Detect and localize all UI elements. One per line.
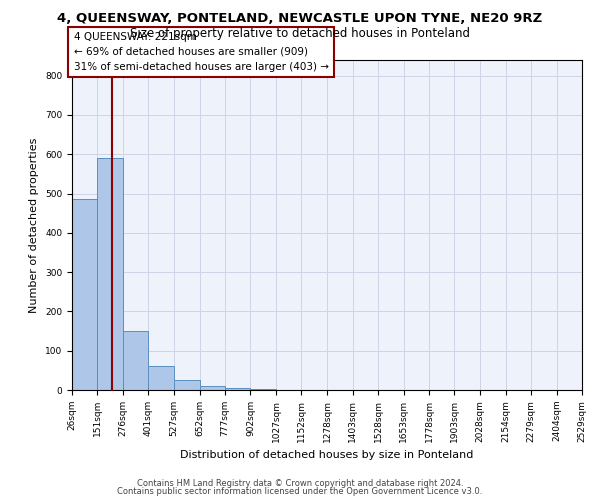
Text: 4, QUEENSWAY, PONTELAND, NEWCASTLE UPON TYNE, NE20 9RZ: 4, QUEENSWAY, PONTELAND, NEWCASTLE UPON … xyxy=(58,12,542,26)
X-axis label: Distribution of detached houses by size in Ponteland: Distribution of detached houses by size … xyxy=(181,450,473,460)
Bar xyxy=(250,389,276,390)
Bar xyxy=(123,331,148,390)
Text: Contains HM Land Registry data © Crown copyright and database right 2024.: Contains HM Land Registry data © Crown c… xyxy=(137,478,463,488)
Bar xyxy=(97,158,123,390)
Bar xyxy=(174,380,200,390)
Text: Size of property relative to detached houses in Ponteland: Size of property relative to detached ho… xyxy=(130,28,470,40)
Bar xyxy=(200,386,225,390)
Bar xyxy=(148,366,174,390)
Bar xyxy=(225,388,250,390)
Text: 4 QUEENSWAY: 221sqm
← 69% of detached houses are smaller (909)
31% of semi-detac: 4 QUEENSWAY: 221sqm ← 69% of detached ho… xyxy=(74,32,329,72)
Bar xyxy=(72,200,97,390)
Text: Contains public sector information licensed under the Open Government Licence v3: Contains public sector information licen… xyxy=(118,488,482,496)
Y-axis label: Number of detached properties: Number of detached properties xyxy=(29,138,40,312)
